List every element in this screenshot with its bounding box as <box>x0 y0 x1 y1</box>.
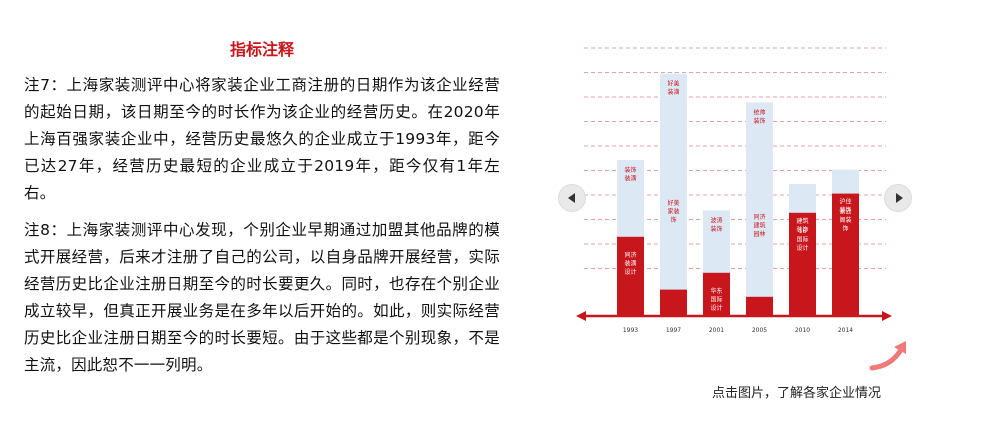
history-bar-chart[interactable]: 装饰装潢同济装潢设计1993好美装潢好美家装饰1997波涛装饰华东国际设计200… <box>556 42 912 342</box>
bar-label-middle: 装饰 <box>839 206 851 214</box>
bar-label-middle: 装饰 <box>796 225 808 233</box>
bar-label-top: 统帅 <box>753 108 765 116</box>
curved-arrow-icon <box>869 341 906 371</box>
bar-label-middle: 建筑 <box>753 222 765 230</box>
notes-panel: 指标注释 注7：上海家装测评中心将家装企业工商注册的日期作为该企业经营的起始日期… <box>24 36 500 389</box>
bar-value <box>746 296 773 316</box>
chevron-left-icon[interactable] <box>558 184 586 212</box>
bar-label-bottom: 16 <box>799 228 807 235</box>
x-tick-label: 1997 <box>666 327 681 334</box>
bar-label-bottom: 装潢 <box>624 259 636 267</box>
bar-label-bottom: 设计 <box>796 244 808 252</box>
note-7: 注7：上海家装测评中心将家装企业工商注册的日期作为该企业经营的起始日期，该日期至… <box>24 76 500 202</box>
bar-label-middle: 饰 <box>670 216 676 224</box>
x-tick-label: 1993 <box>623 327 638 334</box>
x-tick-label: 2010 <box>795 327 810 334</box>
notes-title: 指标注释 <box>229 40 294 59</box>
axis-arrow-right <box>882 311 892 321</box>
bar-label-bottom: 设计 <box>710 304 722 312</box>
bar-label-top: 好美 <box>667 80 679 88</box>
bar-label-middle: 建筑 <box>796 217 808 225</box>
bar-label-bottom: 同济 <box>624 251 636 259</box>
bar-total <box>746 102 773 317</box>
bar-label-middle: 沪佳 <box>839 198 851 206</box>
history-chart-image[interactable]: 装饰 装潢 同济 装潢 设计 1993 好美 装潢 好美 家装饰 1997 波涛 装饰 华东 国际 设计 200… <box>556 42 912 342</box>
bar-total <box>660 73 687 316</box>
bar-label-top: 装饰 <box>753 117 765 125</box>
note-8: 注8：上海家装测评中心发现，个别企业早期通过加盟其他品牌的模式开展经营，后来才注… <box>24 221 500 374</box>
x-tick-label: 2001 <box>709 327 724 334</box>
bar-label-bottom: 饰 <box>842 225 848 233</box>
bar-value <box>789 212 816 316</box>
bar-value <box>660 289 687 316</box>
bar-label-top: 装潢 <box>667 88 679 96</box>
bar-label-bottom: 阁装 <box>839 216 851 224</box>
bar-label-middle: 园林 <box>753 230 765 238</box>
x-tick-label: 2005 <box>752 327 767 334</box>
bar-label-top: 装潢 <box>624 175 636 183</box>
bar-value <box>703 272 730 316</box>
gallery-caption: 点击图片，了解各家企业情况 <box>712 386 882 401</box>
bar-label-bottom: 设计 <box>624 268 636 276</box>
bar-label-bottom: 国际 <box>710 295 722 303</box>
bar-label-middle: 家装 <box>667 207 679 215</box>
bar-label-bottom: 华东 <box>710 287 722 295</box>
axis-arrow-left <box>576 311 586 321</box>
bar-label-middle: 同济 <box>753 213 765 221</box>
chevron-right-icon[interactable] <box>884 184 912 212</box>
bar-label-top: 装饰 <box>710 225 722 233</box>
bar-label-top: 波涛 <box>710 216 722 224</box>
bar-label-top: 装饰 <box>624 166 636 174</box>
bar-value <box>832 193 859 316</box>
bar-value <box>617 236 644 316</box>
bar-label-bottom: 紫云 <box>839 208 851 216</box>
x-tick-label: 2014 <box>838 327 853 334</box>
bar-label-bottom: 国际 <box>796 235 808 243</box>
bar-label-middle: 好美 <box>667 199 679 207</box>
